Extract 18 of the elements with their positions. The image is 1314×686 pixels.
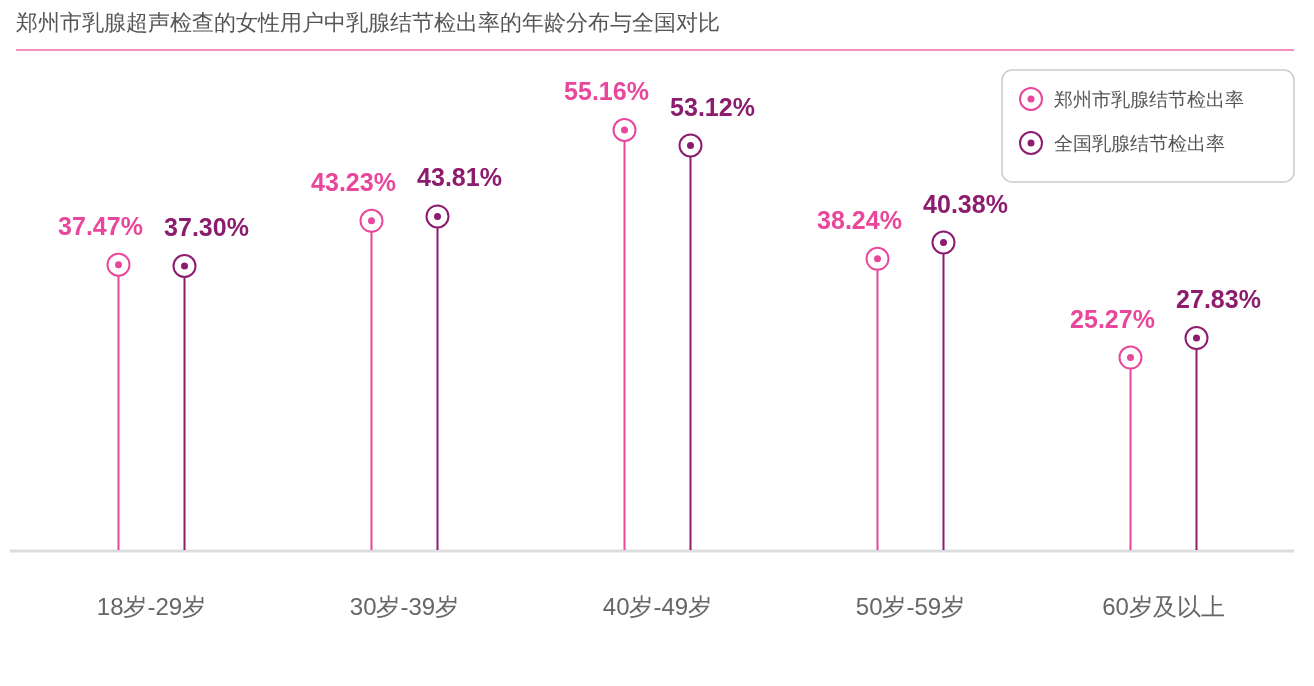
data-label: 38.24% bbox=[817, 205, 902, 234]
x-tick-label: 60岁及以上 bbox=[1102, 593, 1225, 620]
x-tick-label: 50岁-59岁 bbox=[855, 593, 966, 620]
x-tick-label: 40岁-49岁 bbox=[602, 593, 713, 620]
data-label: 25.27% bbox=[1070, 304, 1155, 333]
legend-label: 郑州市乳腺结节检出率 bbox=[1054, 89, 1244, 110]
data-label: 55.16% bbox=[564, 77, 649, 105]
data-label: 37.30% bbox=[164, 212, 249, 241]
chart-title: 郑州市乳腺超声检查的女性用户中乳腺结节检出率的年龄分布与全国对比 bbox=[16, 10, 720, 35]
legend-label: 全国乳腺结节检出率 bbox=[1054, 133, 1225, 154]
data-label: 53.12% bbox=[670, 92, 755, 121]
x-tick-label: 30岁-39岁 bbox=[349, 593, 460, 620]
data-label: 27.83% bbox=[1176, 285, 1261, 314]
data-label: 40.38% bbox=[923, 189, 1008, 218]
data-label: 43.81% bbox=[417, 163, 502, 192]
x-tick-label: 18岁-29岁 bbox=[96, 593, 207, 620]
data-label: 37.47% bbox=[58, 211, 143, 240]
data-label: 43.23% bbox=[311, 167, 396, 196]
